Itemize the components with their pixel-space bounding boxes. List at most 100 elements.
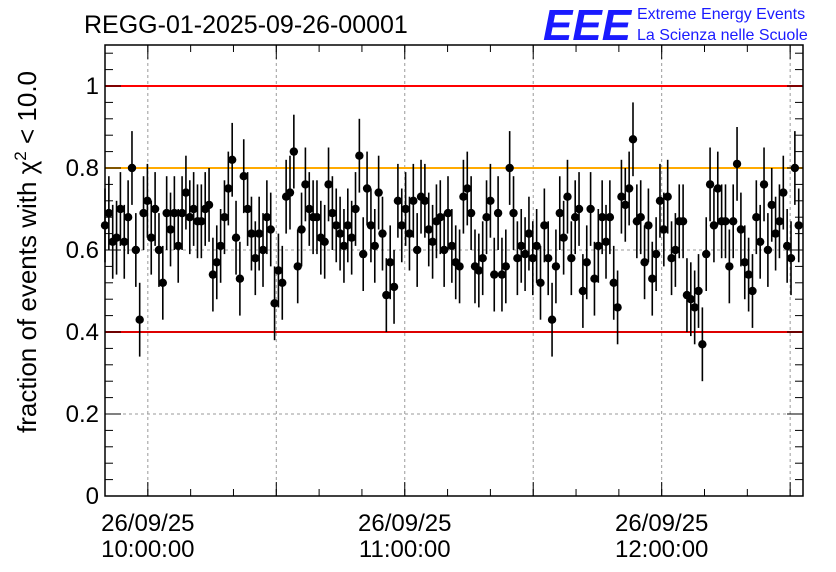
data-point [794,221,803,230]
data-point [251,254,260,263]
eee-logo-line2: La Scienza nelle Scuole [637,27,808,44]
data-point [678,217,688,226]
data-point [154,245,164,255]
data-point [597,213,607,222]
data-point [482,213,491,222]
data-point [278,278,287,287]
data-point [359,249,368,259]
data-point [366,221,376,230]
data-point [385,258,395,267]
data-point [166,225,175,234]
data-point [254,229,264,238]
data-point [651,249,661,259]
data-point [493,208,503,218]
data-point [582,258,591,267]
data-point [605,213,615,222]
data-point [324,180,333,189]
data-point [227,155,237,164]
data-points [100,102,803,382]
data-point [501,262,511,271]
data-point [120,237,129,246]
data-point [127,163,137,173]
eee-logo-text: EEE [543,1,633,50]
data-point [397,221,406,230]
y-tick-label: 0.4 [66,319,99,346]
data-point [239,172,248,181]
data-point [713,184,722,193]
data-point [624,184,634,193]
y-tick-label: 0.8 [66,155,99,182]
data-point [513,254,522,263]
data-point [289,147,299,156]
data-point [243,204,252,214]
data-point [285,188,295,197]
data-point [671,245,680,255]
data-point [343,221,353,230]
data-point [574,204,584,214]
data-point [640,258,649,267]
data-point [474,266,484,275]
data-point [428,237,437,246]
data-point [112,233,121,242]
data-point [420,196,430,205]
data-point [594,241,603,251]
data-point [216,241,225,251]
data-point [235,274,245,283]
data-point [335,229,345,238]
data-point [590,274,599,283]
data-point [520,249,530,259]
x-tick-time-label: 12:00:00 [615,536,708,563]
data-point [382,290,391,300]
data-point [698,340,707,349]
data-point [555,208,564,218]
data-point [455,262,464,271]
data-point [497,270,507,279]
data-point [755,237,765,246]
data-point [355,151,364,160]
data-point [779,188,788,197]
data-point [775,217,784,226]
data-point [374,188,383,197]
x-tick-time-label: 11:00:00 [359,536,451,563]
data-point [636,213,645,222]
data-point [328,208,337,218]
x-tick-date-label: 26/09/25 [358,510,451,537]
data-point [258,245,268,255]
data-point [752,213,761,222]
data-point [721,217,730,226]
data-point [297,225,306,234]
data-point [763,245,773,255]
y-tick-label: 1 [86,73,99,100]
data-point [162,208,171,218]
data-point [490,270,499,279]
y-tick-label: 0.2 [66,401,99,428]
data-point [123,213,133,222]
data-point [648,274,657,283]
data-point [116,204,125,214]
data-point [143,196,152,205]
data-point [732,159,742,169]
x-tick-time-label: 10:00:00 [101,536,194,563]
data-point [170,208,179,218]
x-tick-date-label: 26/09/25 [101,510,194,537]
data-point [578,286,588,296]
data-point [767,200,776,210]
data-point [181,188,191,197]
data-point [320,237,329,246]
data-point [409,196,418,205]
data-point [439,245,449,255]
data-point [135,315,144,324]
data-point [771,229,780,238]
data-point [443,208,453,218]
data-point [559,233,568,242]
data-point [563,192,572,201]
data-point [586,204,595,214]
data-point [347,233,356,242]
data-point [224,184,233,193]
data-point [621,200,630,210]
x-tick-date-label: 26/09/25 [615,510,708,537]
plot-frame [104,44,804,497]
data-point [305,204,314,214]
data-point [740,258,749,267]
